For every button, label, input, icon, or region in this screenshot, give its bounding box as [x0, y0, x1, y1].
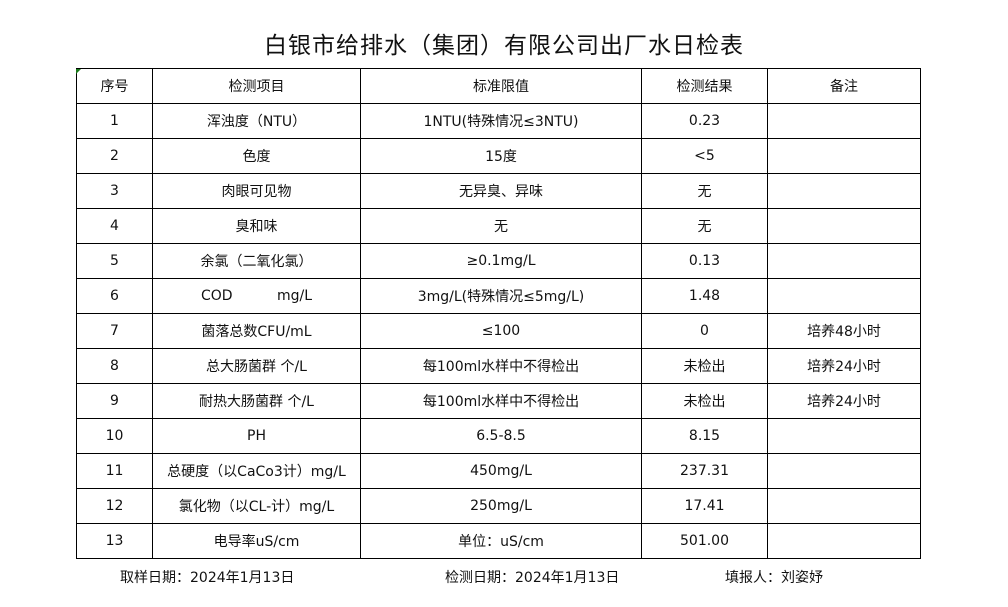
column-header[interactable]: 检测结果	[641, 68, 768, 104]
table-cell[interactable]: 0.13	[641, 243, 768, 279]
table-cell[interactable]: 总大肠菌群 个/L	[152, 348, 361, 384]
table-cell[interactable]: 6	[76, 278, 153, 314]
table-cell[interactable]: PH	[152, 418, 361, 454]
column-header[interactable]: 备注	[767, 68, 921, 104]
cell-marker	[76, 69, 81, 74]
table-row: 2 色度 15度 <5	[76, 138, 921, 174]
table-cell[interactable]: 浑浊度（NTU）	[152, 103, 361, 139]
table-cell[interactable]: 无异臭、异味	[360, 173, 642, 209]
table-cell[interactable]: 3	[76, 173, 153, 209]
inspection-table: 序号 检测项目 标准限值 检测结果 备注 1 浑浊度（NTU） 1NTU(特殊情况≤3NTU)…	[76, 68, 921, 559]
table-row: 13 电导率uS/cm 单位：uS/cm 501.00	[76, 523, 921, 559]
column-header[interactable]: 检测项目	[152, 68, 361, 104]
table-cell[interactable]: 氯化物（以CL-计）mg/L	[152, 488, 361, 524]
table-cell[interactable]: 1	[76, 103, 153, 139]
table-cell[interactable]: 4	[76, 208, 153, 244]
table-row: 11 总硬度（以CaCo3计）mg/L 450mg/L 237.31	[76, 453, 921, 489]
table-row: 6 COD mg/L 3mg/L(特殊情况≤5mg/L) 1.48	[76, 278, 921, 314]
table-cell[interactable]	[767, 523, 921, 559]
sample-date: 取样日期：2024年1月13日	[120, 570, 295, 586]
table-cell[interactable]: 3mg/L(特殊情况≤5mg/L)	[360, 278, 642, 314]
column-header[interactable]: 标准限值	[360, 68, 642, 104]
page-title: 白银市给排水（集团）有限公司出厂水日检表	[264, 33, 744, 59]
table-cell[interactable]: 15度	[360, 138, 642, 174]
table-cell[interactable]: 8.15	[641, 418, 768, 454]
table-cell[interactable]: 每100ml水样中不得检出	[360, 348, 642, 384]
table-row: 9 耐热大肠菌群 个/L 每100ml水样中不得检出 未检出 培养24小时	[76, 383, 921, 419]
table-cell[interactable]: 7	[76, 313, 153, 349]
table-cell[interactable]: 培养48小时	[767, 313, 921, 349]
table-cell[interactable]: 臭和味	[152, 208, 361, 244]
table-cell[interactable]: 总硬度（以CaCo3计）mg/L	[152, 453, 361, 489]
table-cell[interactable]: 5	[76, 243, 153, 279]
table-cell[interactable]: 单位：uS/cm	[360, 523, 642, 559]
table-cell[interactable]: 肉眼可见物	[152, 173, 361, 209]
table-row: 1 浑浊度（NTU） 1NTU(特殊情况≤3NTU) 0.23	[76, 103, 921, 139]
table-cell[interactable]: 11	[76, 453, 153, 489]
table-cell[interactable]: 17.41	[641, 488, 768, 524]
table-row: 7 菌落总数CFU/mL ≤100 0 培养48小时	[76, 313, 921, 349]
table-cell[interactable]: 未检出	[641, 383, 768, 419]
table-cell[interactable]: 电导率uS/cm	[152, 523, 361, 559]
table-cell[interactable]: 13	[76, 523, 153, 559]
table-cell[interactable]	[767, 173, 921, 209]
table-cell[interactable]: ≥0.1mg/L	[360, 243, 642, 279]
table-cell[interactable]	[767, 138, 921, 174]
table-cell[interactable]: 耐热大肠菌群 个/L	[152, 383, 361, 419]
table-row: 12 氯化物（以CL-计）mg/L 250mg/L 17.41	[76, 488, 921, 524]
table-row: 8 总大肠菌群 个/L 每100ml水样中不得检出 未检出 培养24小时	[76, 348, 921, 384]
table-cell[interactable]	[767, 453, 921, 489]
table-cell[interactable]: 无	[360, 208, 642, 244]
table-cell[interactable]: 250mg/L	[360, 488, 642, 524]
table-cell[interactable]: 237.31	[641, 453, 768, 489]
table-cell[interactable]: 501.00	[641, 523, 768, 559]
table-cell[interactable]: 培养24小时	[767, 348, 921, 384]
table-cell[interactable]: 1NTU(特殊情况≤3NTU)	[360, 103, 642, 139]
table-row: 4 臭和味无无	[76, 208, 921, 244]
table-cell[interactable]: 2	[76, 138, 153, 174]
table-cell[interactable]: 10	[76, 418, 153, 454]
table-cell[interactable]: 9	[76, 383, 153, 419]
table-cell[interactable]: 450mg/L	[360, 453, 642, 489]
table-row: 3 肉眼可见物 无异臭、异味无	[76, 173, 921, 209]
table-cell[interactable]	[767, 418, 921, 454]
table-cell[interactable]	[767, 488, 921, 524]
table-cell[interactable]: 余氯（二氧化氯）	[152, 243, 361, 279]
table-cell[interactable]: 菌落总数CFU/mL	[152, 313, 361, 349]
table-cell[interactable]	[767, 278, 921, 314]
table-cell[interactable]: 无	[641, 208, 768, 244]
table-row: 10 PH 6.5-8.5 8.15	[76, 418, 921, 454]
table-cell[interactable]	[767, 103, 921, 139]
table-cell[interactable]: 0	[641, 313, 768, 349]
table-cell[interactable]: 培养24小时	[767, 383, 921, 419]
table-cell[interactable]	[767, 208, 921, 244]
table-cell[interactable]: 未检出	[641, 348, 768, 384]
table-cell[interactable]: COD mg/L	[152, 278, 361, 314]
table-cell[interactable]: ≤100	[360, 313, 642, 349]
table-row: 5 余氯（二氧化氯） ≥0.1mg/L 0.13	[76, 243, 921, 279]
table-cell[interactable]: 12	[76, 488, 153, 524]
reporter: 填报人：刘姿妤	[725, 570, 823, 586]
header-row: 序号 检测项目 标准限值 检测结果 备注	[76, 68, 921, 104]
table-cell[interactable]	[767, 243, 921, 279]
table-cell[interactable]: <5	[641, 138, 768, 174]
test-date: 检测日期：2024年1月13日	[445, 570, 620, 586]
table-cell[interactable]: 0.23	[641, 103, 768, 139]
table-cell[interactable]: 6.5-8.5	[360, 418, 642, 454]
table-cell[interactable]: 1.48	[641, 278, 768, 314]
table-cell[interactable]: 每100ml水样中不得检出	[360, 383, 642, 419]
table-cell[interactable]: 8	[76, 348, 153, 384]
column-header[interactable]: 序号	[76, 68, 153, 104]
table-cell[interactable]: 色度	[152, 138, 361, 174]
table-cell[interactable]: 无	[641, 173, 768, 209]
